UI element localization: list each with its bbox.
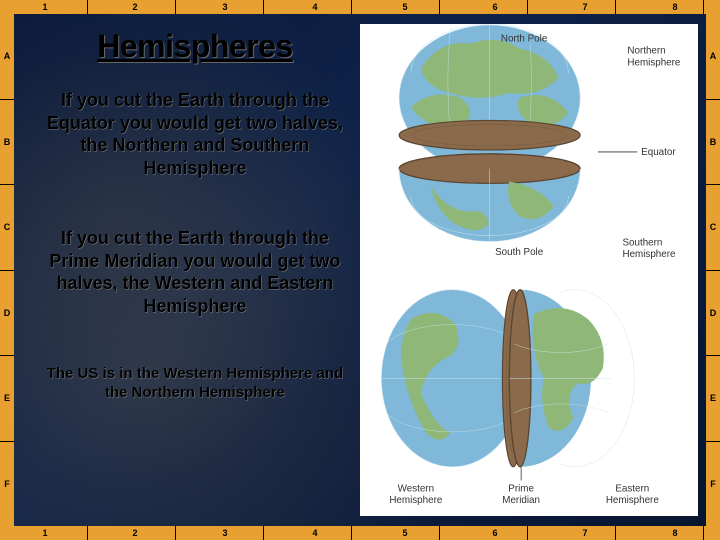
paragraph-prime-meridian: If you cut the Earth through the Prime M… xyxy=(40,227,350,317)
ruler-left: ABCDEF xyxy=(0,14,14,526)
label-northern-hemisphere: Northern xyxy=(627,46,665,57)
svg-text:Meridian: Meridian xyxy=(502,495,540,506)
ruler-top: 12345678 xyxy=(0,0,720,14)
text-column: Hemispheres If you cut the Earth through… xyxy=(22,24,360,516)
svg-text:Hemisphere: Hemisphere xyxy=(389,495,443,506)
label-western-hemisphere: Western xyxy=(398,483,434,494)
label-south-pole: South Pole xyxy=(495,247,544,258)
ruler-bottom: 12345678 xyxy=(0,526,720,540)
label-eastern-hemisphere: Eastern xyxy=(615,483,649,494)
diagram-equator-cut: North Pole Northern Hemisphere Equator S… xyxy=(360,24,698,270)
diagram-column: North Pole Northern Hemisphere Equator S… xyxy=(360,24,698,516)
label-prime-meridian: Prime xyxy=(508,483,534,494)
slide-frame: 12345678 12345678 ABCDEF ABCDEF Hemisphe… xyxy=(0,0,720,540)
ruler-right: ABCDEF xyxy=(706,14,720,526)
paragraph-equator: If you cut the Earth through the Equator… xyxy=(40,89,350,179)
svg-text:Hemisphere: Hemisphere xyxy=(622,249,676,260)
svg-text:Hemisphere: Hemisphere xyxy=(606,495,660,506)
prime-meridian-globe-svg: Western Hemisphere Prime Meridian Easter… xyxy=(360,270,698,516)
slide-content: Hemispheres If you cut the Earth through… xyxy=(14,14,706,526)
label-equator: Equator xyxy=(641,147,676,158)
equator-globe-svg: North Pole Northern Hemisphere Equator S… xyxy=(360,24,698,270)
label-southern-hemisphere: Southern xyxy=(622,237,662,248)
paragraph-us-location: The US is in the Western Hemisphere and … xyxy=(40,365,350,403)
svg-text:Hemisphere: Hemisphere xyxy=(627,57,681,68)
label-north-pole: North Pole xyxy=(501,34,548,45)
diagram-prime-meridian-cut: Western Hemisphere Prime Meridian Easter… xyxy=(360,270,698,516)
slide-title: Hemispheres xyxy=(40,28,350,65)
